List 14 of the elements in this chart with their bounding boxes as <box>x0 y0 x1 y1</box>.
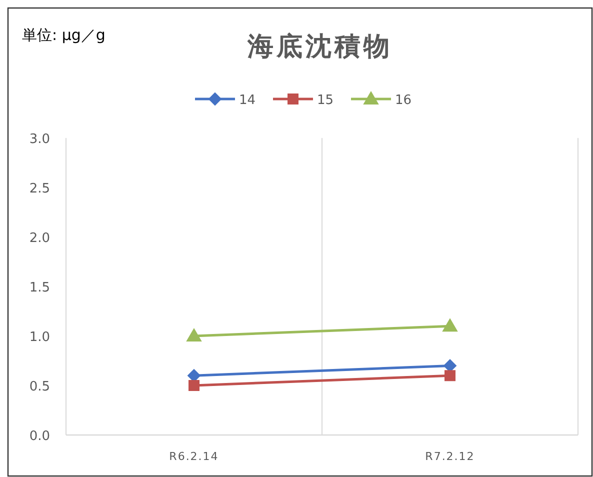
y-tick-label: 0.0 <box>29 429 50 444</box>
chart-title: 海底沈積物 <box>246 32 392 62</box>
text: 単位: μg／g <box>22 26 106 44</box>
y-tick-label: 0.5 <box>29 380 50 394</box>
x-tick-label: R6.2.14 <box>169 450 219 463</box>
legend-label: 15 <box>317 93 334 108</box>
y-tick-label: 2.5 <box>29 182 50 196</box>
legend-label: 14 <box>239 93 256 108</box>
x-tick-label: R7.2.12 <box>425 450 475 463</box>
y-tick-label: 1.5 <box>29 280 50 296</box>
y-tick-label: 1.0 <box>29 330 50 345</box>
y-tick-label: 2.0 <box>29 231 50 246</box>
legend-label: 16 <box>395 93 412 108</box>
y-tick-label: 3.0 <box>29 132 50 147</box>
